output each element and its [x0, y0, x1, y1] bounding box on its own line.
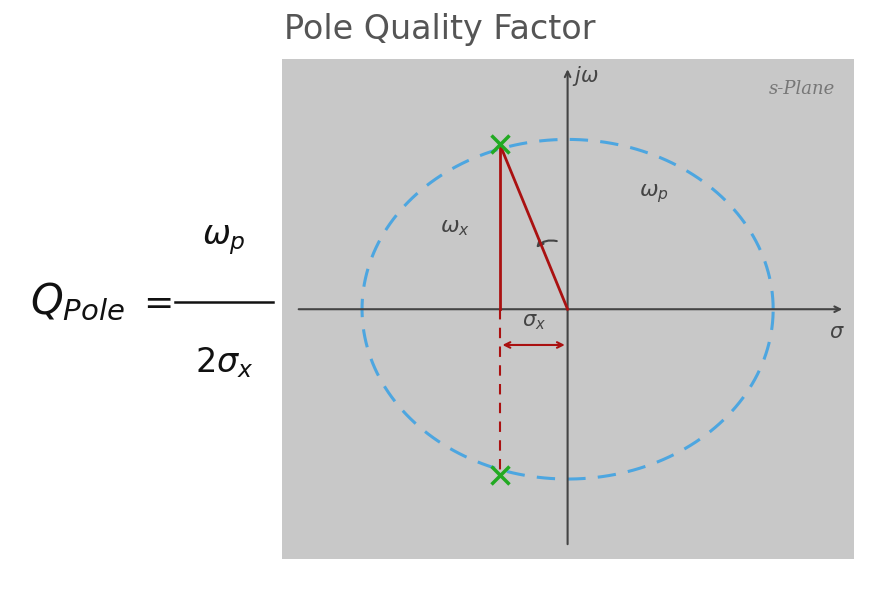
Text: $\omega_p$: $\omega_p$	[202, 223, 246, 257]
Text: Pole Quality Factor: Pole Quality Factor	[284, 13, 596, 46]
Text: $\sigma_x$: $\sigma_x$	[522, 312, 546, 332]
Text: $=$: $=$	[136, 284, 172, 319]
Text: s-Plane: s-Plane	[769, 80, 835, 98]
Text: $Q_{Pole}$: $Q_{Pole}$	[30, 280, 125, 323]
Text: $\omega_x$: $\omega_x$	[440, 216, 470, 237]
Text: $j\omega$: $j\omega$	[572, 64, 598, 88]
Text: $\omega_p$: $\omega_p$	[639, 182, 668, 205]
Text: $2\sigma_x$: $2\sigma_x$	[194, 346, 253, 380]
Text: $\sigma$: $\sigma$	[829, 323, 844, 342]
